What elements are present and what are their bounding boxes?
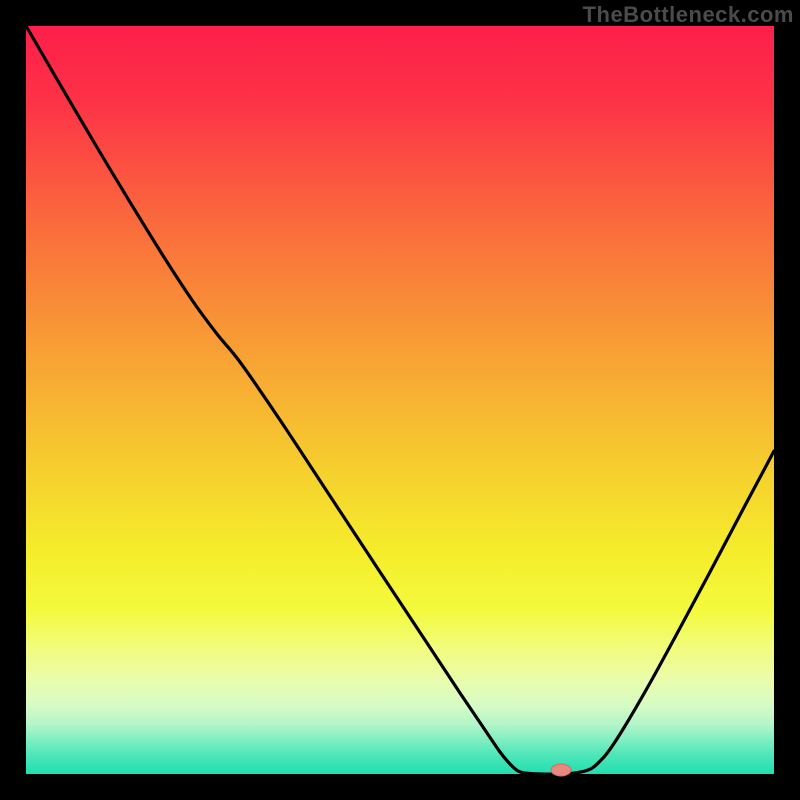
watermark-text: TheBottleneck.com	[583, 2, 794, 28]
chart-container: { "watermark": { "text": "TheBottleneck.…	[0, 0, 800, 800]
marker-pill	[551, 764, 571, 776]
bottleneck-chart	[0, 0, 800, 800]
